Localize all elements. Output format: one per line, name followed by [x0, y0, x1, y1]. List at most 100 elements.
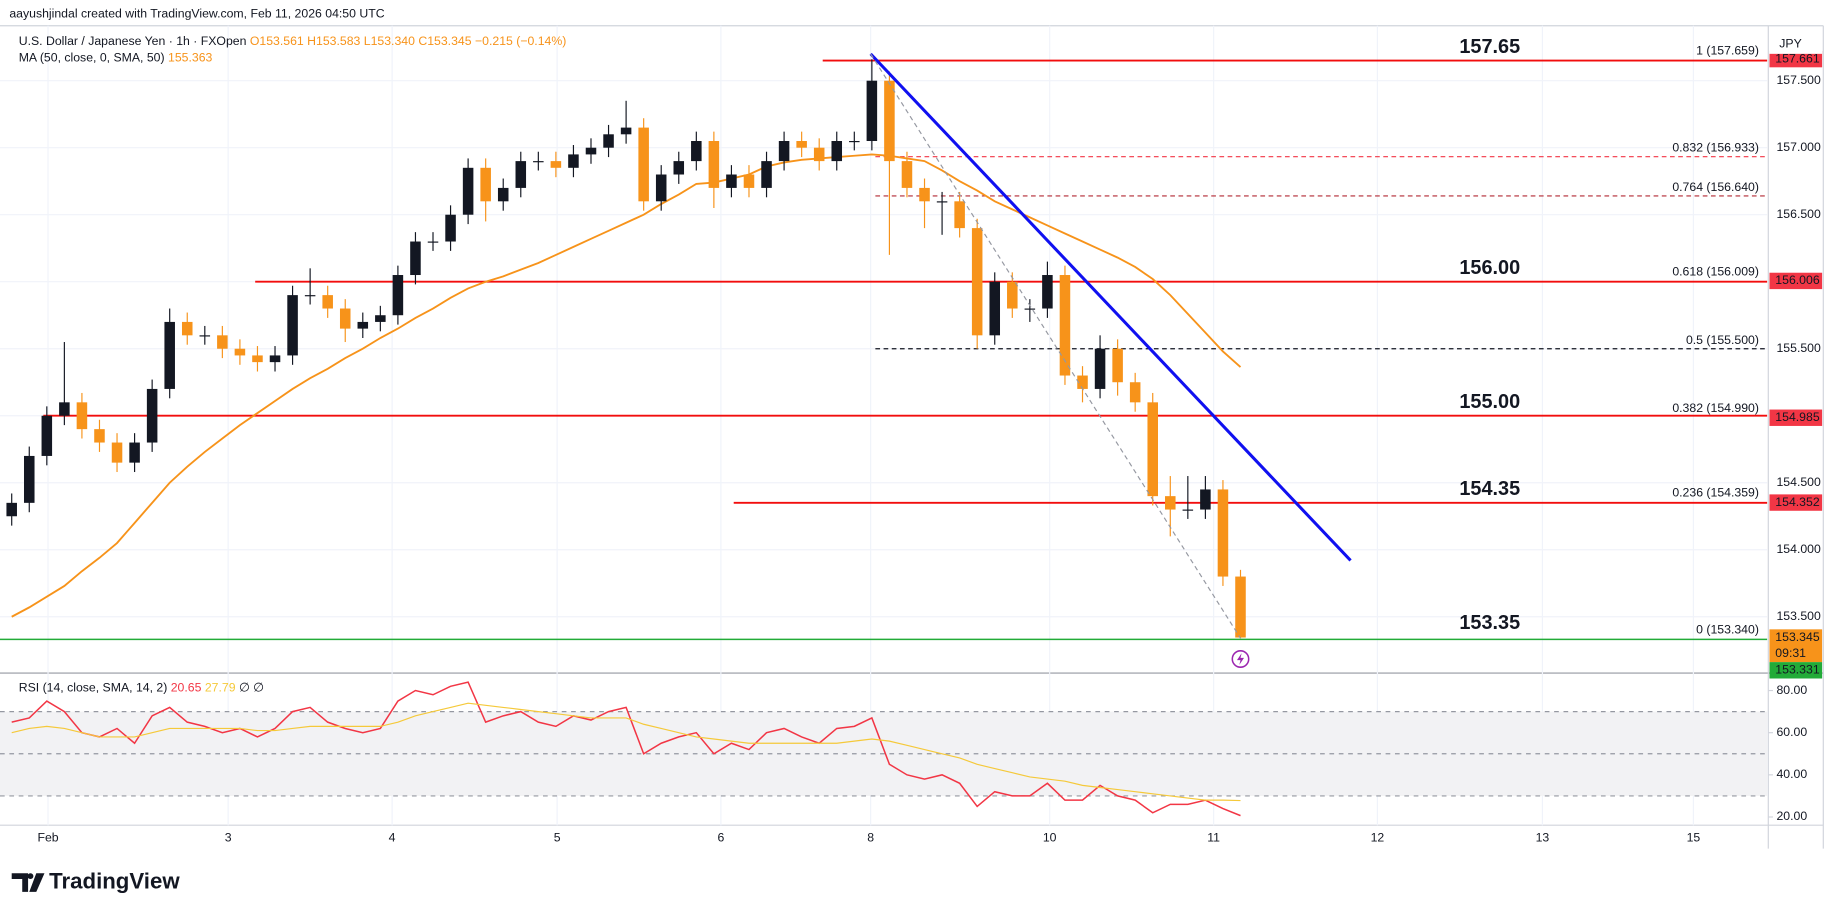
candle-body — [287, 295, 298, 356]
fib-label: 0.5 (155.500) — [1686, 333, 1759, 347]
x-tick-label: 12 — [1371, 830, 1385, 844]
rsi-sma-value: 27.79 — [205, 681, 236, 695]
y-tick-label: 153.500 — [1776, 609, 1821, 623]
event-bolt — [1236, 653, 1245, 665]
candle-body — [936, 201, 948, 203]
candle-body — [849, 141, 860, 143]
fib-label: 0 (153.340) — [1696, 622, 1759, 636]
legend-low: L153.340 — [364, 34, 415, 48]
y-tick-label: 155.500 — [1776, 341, 1821, 355]
price-tag — [1769, 50, 1823, 68]
candle-body — [866, 80, 878, 142]
candle-body — [901, 161, 913, 188]
x-tick-label: 13 — [1536, 830, 1550, 844]
price-tag-countdown: 09:31 — [1775, 646, 1806, 660]
level-label: 153.35 — [1459, 612, 1520, 634]
candle-body — [1147, 402, 1158, 497]
candle-body — [129, 442, 140, 463]
candle-body — [831, 141, 843, 162]
candle-body — [339, 308, 351, 329]
y-tick-label: 157.500 — [1776, 73, 1821, 87]
candle-body — [6, 502, 17, 517]
level-label: 157.65 — [1459, 36, 1520, 58]
price-tag — [1769, 629, 1823, 663]
fib-label: 0.832 (156.933) — [1672, 141, 1759, 155]
trendline — [870, 53, 1241, 639]
price-tag — [1769, 662, 1823, 679]
candle-body — [1077, 375, 1088, 389]
level-label: 156.00 — [1459, 257, 1520, 279]
candle-body — [480, 167, 491, 202]
event-icon[interactable] — [1231, 650, 1250, 668]
candle-body — [41, 415, 53, 456]
price-tag-label: 154.985 — [1775, 410, 1820, 424]
candle-body — [691, 141, 702, 162]
legend: U.S. Dollar / Japanese Yen · 1h · FXOpen… — [19, 34, 567, 48]
candle-body — [919, 187, 930, 202]
candle-body — [568, 154, 579, 168]
rsi-legend: RSI (14, close, SMA, 14, 2) 20.65 27.79 … — [19, 681, 264, 695]
x-tick-label: 8 — [867, 830, 874, 844]
currency-box — [1769, 35, 1823, 54]
candle-body — [1059, 275, 1071, 376]
plot-layer: 153.500154.000154.500155.000155.500156.0… — [0, 25, 1823, 844]
price-tag-label: 156.006 — [1775, 273, 1820, 287]
x-tick-label: 11 — [1207, 830, 1220, 844]
candle-body — [111, 442, 123, 463]
candle-body — [217, 335, 228, 349]
symbol-title: U.S. Dollar / Japanese Yen · 1h · FXOpen — [19, 34, 247, 48]
price-tag — [1769, 409, 1823, 426]
rsi-value: 20.65 — [171, 681, 202, 695]
candle-body — [1235, 576, 1246, 638]
candle-body — [322, 295, 333, 309]
candle-body — [884, 80, 895, 162]
price-tag-label: 154.352 — [1775, 495, 1820, 509]
x-tick-label: 15 — [1687, 830, 1701, 844]
candle-body — [392, 275, 404, 316]
x-tick-label: 4 — [389, 830, 396, 844]
legend-high: H153.583 — [307, 34, 360, 48]
legend-close: C153.345 — [418, 34, 471, 48]
candle-body — [673, 161, 685, 175]
candle-body — [252, 355, 263, 363]
attribution: aayushjindal created with TradingView.co… — [9, 6, 384, 20]
candle-body — [23, 455, 35, 503]
ma-line — [11, 153, 1242, 618]
candle-body — [1042, 275, 1053, 309]
level-label: 154.35 — [1459, 478, 1520, 500]
candle-body — [603, 134, 614, 148]
x-tick-label: 3 — [225, 830, 232, 844]
candle-body — [164, 321, 175, 389]
ma-legend: MA (50, close, 0, SMA, 50) 155.363 — [19, 51, 213, 65]
candle-body — [445, 214, 456, 242]
brand-name: TradingView — [49, 868, 180, 893]
ma-value: 155.363 — [168, 51, 213, 65]
price-tag — [1769, 494, 1823, 511]
candle-body — [462, 167, 474, 215]
candle-body — [59, 402, 70, 416]
candle-body — [1094, 348, 1106, 389]
y-tick-label: 154.500 — [1776, 475, 1821, 489]
y-tick-label: 60.00 — [1776, 725, 1807, 739]
price-tag-label: 153.345 — [1775, 630, 1820, 644]
candle-body — [304, 295, 316, 297]
price-tag — [1769, 272, 1823, 290]
fib-label: 0.764 (156.640) — [1672, 180, 1759, 194]
candle-body — [778, 141, 790, 162]
candle-body — [410, 241, 421, 276]
candle-body — [1182, 509, 1194, 511]
y-tick-label: 154.000 — [1776, 542, 1821, 556]
candle-body — [181, 321, 193, 336]
fib-label: 0.236 (154.359) — [1672, 486, 1759, 500]
candle-body — [1024, 308, 1036, 310]
candle-body — [94, 429, 105, 443]
candle-body — [585, 147, 597, 155]
candle-body — [638, 127, 649, 202]
candle-body — [199, 335, 211, 337]
candle-body — [989, 281, 1001, 336]
currency: JPY — [1779, 37, 1801, 51]
candle-body — [726, 174, 737, 188]
rsi-name: RSI (14, close, SMA, 14, 2) — [19, 681, 168, 695]
candle-body — [708, 141, 720, 188]
